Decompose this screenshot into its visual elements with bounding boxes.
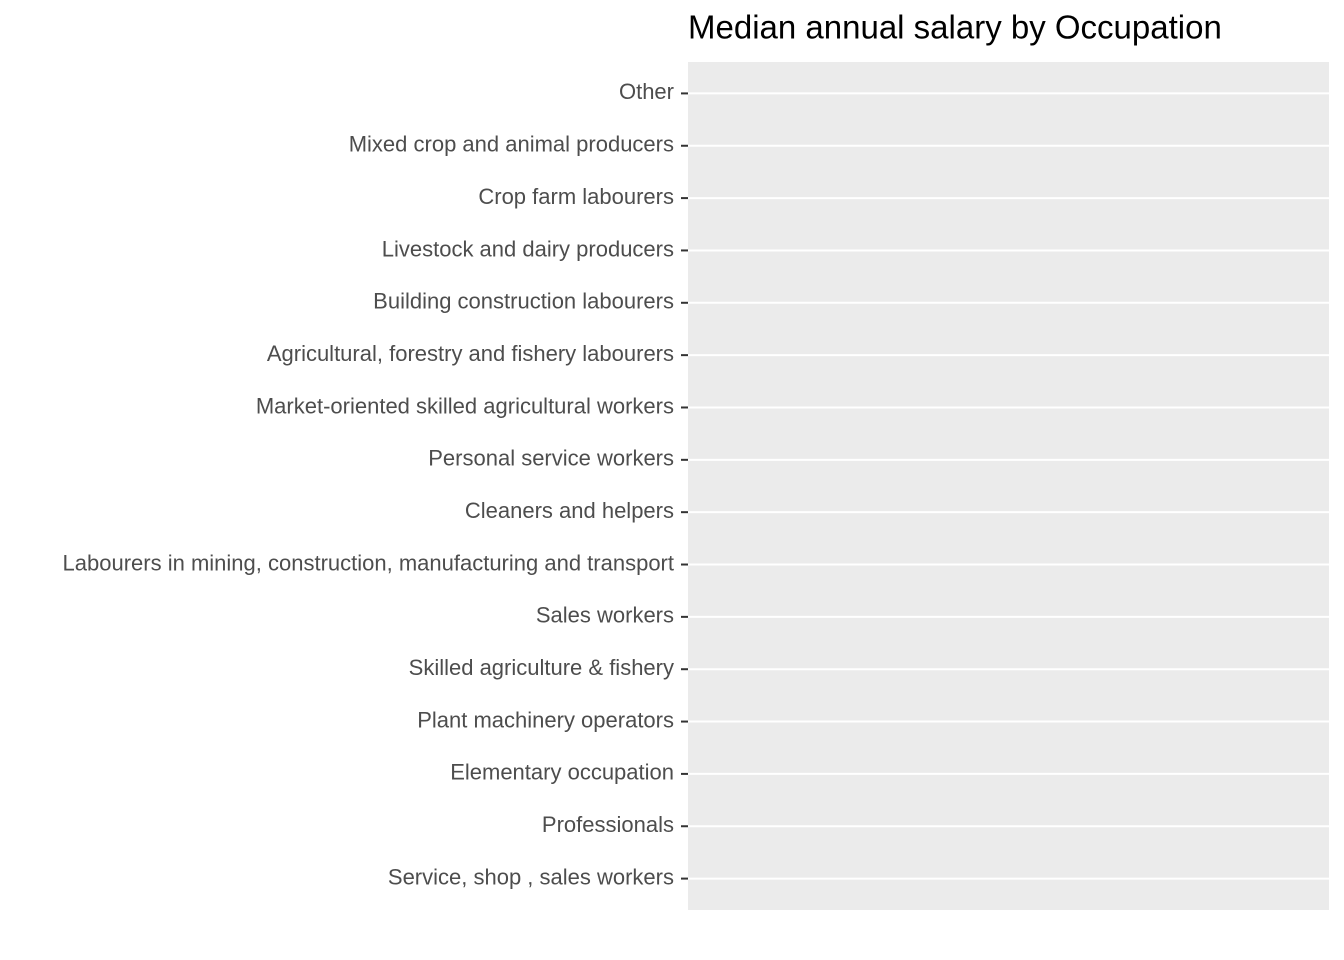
y-tick-label: Personal service workers <box>428 446 674 471</box>
y-tick-label: Plant machinery operators <box>417 707 674 732</box>
y-tick-label: Labourers in mining, construction, manuf… <box>63 550 674 575</box>
y-tick-label: Skilled agriculture & fishery <box>409 655 674 680</box>
y-tick-label: Livestock and dairy producers <box>382 236 674 261</box>
y-tick-label: Building construction labourers <box>373 289 674 314</box>
y-tick-label: Professionals <box>542 812 674 837</box>
y-tick-label: Sales workers <box>536 603 674 628</box>
chart-title: Median annual salary by Occupation <box>688 9 1222 46</box>
y-tick-label: Mixed crop and animal producers <box>349 132 674 157</box>
y-tick-label: Agricultural, forestry and fishery labou… <box>267 341 674 366</box>
y-tick-label: Other <box>619 79 674 104</box>
y-tick-label: Service, shop , sales workers <box>388 864 674 889</box>
y-tick-label: Elementary occupation <box>450 760 674 785</box>
y-tick-label: Cleaners and helpers <box>465 498 674 523</box>
panel-background <box>688 62 1329 910</box>
y-tick-label: Market-oriented skilled agricultural wor… <box>256 393 674 418</box>
y-tick-label: Crop farm labourers <box>478 184 674 209</box>
